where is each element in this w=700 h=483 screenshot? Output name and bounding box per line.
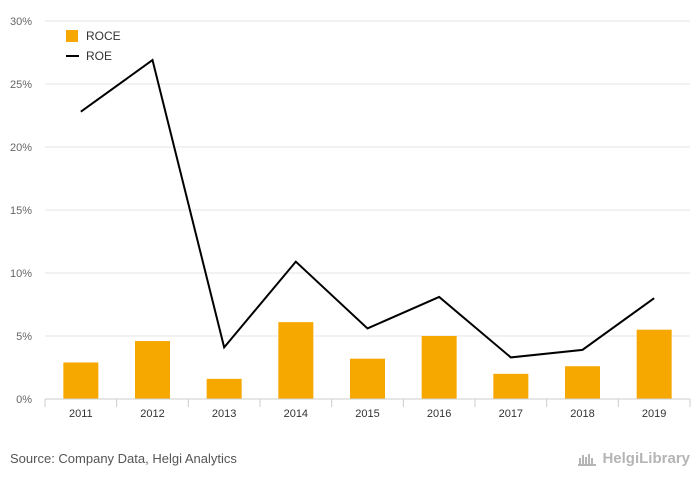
bar-series-roce (63, 322, 672, 399)
y-tick-label: 10% (10, 268, 32, 280)
x-tick-label: 2016 (427, 408, 451, 420)
legend-roce-swatch (66, 30, 78, 42)
x-tick-label: 2018 (570, 408, 594, 420)
source-note: Source: Company Data, Helgi Analytics (10, 451, 237, 466)
x-tick-label: 2019 (642, 408, 666, 420)
y-tick-label: 5% (16, 331, 32, 343)
bar-roce-2014 (278, 322, 314, 399)
brand: HelgiLibrary (578, 450, 690, 467)
y-tick-label: 30% (10, 16, 32, 28)
line-roe (80, 58, 655, 359)
y-tick-label: 20% (10, 142, 32, 154)
x-axis: 2011 2012 2013 2014 2015 2016 2017 2018 2019 (44, 398, 691, 420)
bar-roce-2017 (493, 373, 529, 399)
x-tick-label: 2011 (69, 408, 93, 420)
x-tick-label: 2017 (499, 408, 523, 420)
legend-roce-label: ROCE (86, 29, 121, 43)
bar-roce-2019 (636, 329, 672, 399)
bar-roce-2011 (63, 362, 99, 399)
helgi-library-logo-icon (578, 453, 597, 466)
x-tick-label: 2014 (284, 408, 308, 420)
x-tick-label: 2013 (212, 408, 236, 420)
bar-roce-2012 (135, 341, 170, 399)
bar-roce-2015 (350, 358, 385, 399)
bar-roce-2013 (206, 378, 242, 399)
grid (45, 20, 690, 337)
x-tick-label: 2012 (140, 408, 164, 420)
brand-name: HelgiLibrary (602, 450, 690, 467)
y-tick-label: 25% (10, 79, 32, 91)
x-tick-label: 2015 (355, 408, 379, 420)
bar-roce-2016 (421, 336, 457, 399)
legend-roe-label: ROE (86, 49, 112, 63)
y-tick-label: 0% (16, 394, 32, 406)
bar-roce-2018 (565, 366, 600, 399)
y-axis-ticks: 0% 5% 10% 15% 20% 25% 30% (10, 16, 32, 406)
chart: 0% 5% 10% 15% 20% 25% 30% 2011 2012 2013 2014 2015… (10, 16, 691, 420)
y-tick-label: 15% (10, 205, 32, 217)
line-series-roe (80, 58, 655, 359)
legend: ROCE ROE (66, 29, 121, 63)
